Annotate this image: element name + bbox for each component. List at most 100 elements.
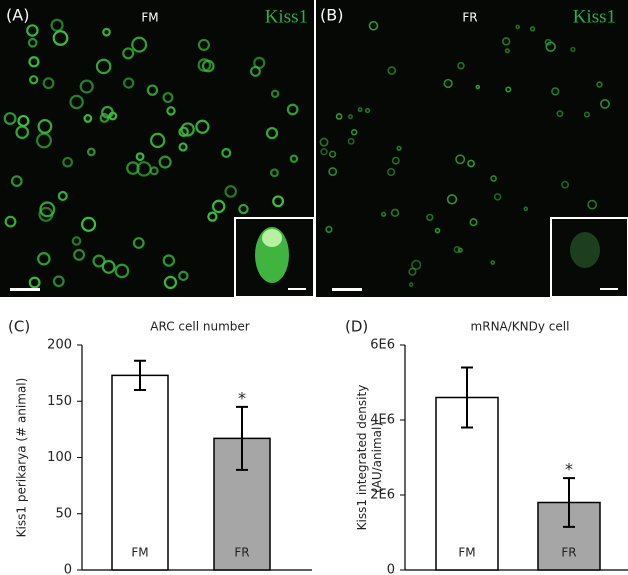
cell: [28, 56, 40, 68]
cell: [163, 275, 178, 290]
cell: [123, 77, 135, 89]
cell: [10, 175, 23, 187]
cell: [368, 20, 379, 31]
panel-a: (A) FM Kiss1: [0, 0, 315, 298]
category-label: FM: [131, 546, 148, 560]
cell: [136, 161, 152, 177]
cell: [328, 150, 337, 158]
cell: [162, 254, 176, 267]
cell: [114, 263, 130, 279]
cells: [3, 18, 299, 290]
cell: [71, 236, 82, 246]
cell: [50, 18, 64, 32]
cell: [600, 98, 610, 109]
cell: [102, 27, 111, 37]
scale-bar: [600, 288, 618, 290]
cell: [523, 206, 529, 212]
cell: [62, 156, 73, 168]
cell: [347, 137, 355, 145]
cell: [335, 113, 343, 120]
category-label: FR: [234, 546, 249, 560]
cell: [457, 247, 463, 253]
cell: [27, 37, 38, 48]
cell: [79, 79, 94, 94]
cell: [272, 195, 285, 208]
y-tick-label: 0: [387, 563, 395, 575]
cell: [249, 65, 261, 77]
cell: [178, 142, 188, 152]
cell: [545, 41, 556, 52]
cell: [390, 208, 400, 218]
y-axis-label: Kiss1 integrated density: [355, 385, 369, 531]
cell: [270, 168, 279, 178]
cell: [320, 147, 328, 156]
inset-cell-bright: [262, 229, 282, 247]
cell: [69, 94, 84, 110]
cell: [28, 276, 41, 289]
y-tick-label: 100: [47, 450, 72, 465]
cell: [39, 201, 56, 218]
cell: [131, 36, 148, 53]
cell: [570, 46, 576, 53]
error-bar: [563, 477, 575, 528]
cell: [166, 106, 176, 116]
cell: [29, 75, 39, 85]
cell: [286, 103, 299, 116]
cell: [561, 180, 570, 189]
cell: [158, 155, 172, 169]
cell: [434, 227, 441, 234]
y-tick-label: 2E6: [370, 488, 395, 503]
cell: [411, 259, 422, 271]
cell: [146, 84, 159, 96]
y-tick-label: 150: [47, 394, 72, 409]
cell: [583, 111, 590, 118]
cell: [386, 167, 396, 177]
cell: [3, 112, 17, 125]
cell: [443, 78, 453, 89]
chart-title: ARC cell number: [150, 320, 250, 334]
cell: [467, 159, 475, 168]
cell: [195, 119, 210, 134]
cell: [42, 77, 55, 90]
chart-title: mRNA/KNDy cell: [471, 320, 570, 334]
cell: [381, 211, 387, 217]
cell: [37, 119, 53, 134]
cell: [396, 145, 402, 151]
cell: [132, 237, 145, 249]
cell: [364, 107, 371, 114]
cell: [501, 37, 511, 46]
cell: [493, 193, 502, 201]
scale-bar: [10, 288, 40, 291]
cell: [453, 245, 461, 254]
scale-bar: [288, 288, 306, 290]
significance-mark: *: [565, 460, 573, 479]
cell: [556, 110, 564, 118]
cell: [83, 114, 93, 123]
cell: [265, 126, 279, 140]
cell: [17, 114, 30, 127]
inset-cell: [570, 232, 600, 268]
category-label: FM: [458, 546, 475, 560]
cell: [408, 267, 417, 276]
cell: [319, 137, 329, 147]
cell: [4, 215, 17, 228]
cell: [596, 81, 603, 88]
cell: [469, 218, 478, 227]
cell: [350, 129, 358, 136]
error-bar: [461, 366, 473, 429]
cell: [505, 86, 512, 93]
y-tick-label: 4E6: [370, 413, 395, 428]
panel-label: (A): [6, 6, 29, 25]
significance-mark: *: [238, 388, 246, 407]
cell: [587, 199, 598, 210]
cell: [221, 147, 232, 158]
y-tick-label: 200: [47, 338, 72, 353]
error-bar: [236, 405, 248, 471]
bar: [111, 374, 169, 571]
y-axis-label: (AU/animal): [370, 422, 384, 493]
category-label: FR: [561, 546, 576, 560]
cell: [387, 66, 397, 75]
cell: [52, 30, 69, 46]
cell: [490, 175, 497, 182]
cell: [95, 58, 112, 75]
